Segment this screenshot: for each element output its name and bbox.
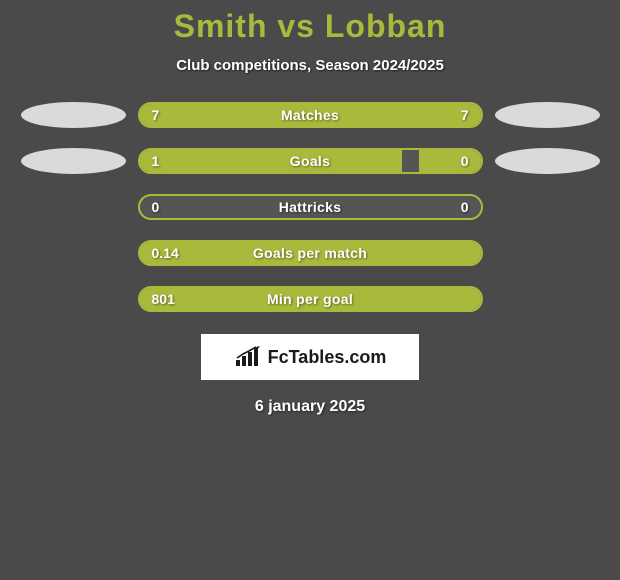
stat-bar: 77Matches: [138, 102, 483, 128]
stat-row: 10Goals: [0, 148, 620, 174]
chart-icon: [234, 346, 262, 368]
subtitle: Club competitions, Season 2024/2025: [0, 57, 620, 74]
right-ellipse: [495, 148, 600, 174]
right-ellipse: [495, 102, 600, 128]
stat-bar: 10Goals: [138, 148, 483, 174]
left-ellipse: [21, 148, 126, 174]
fctables-logo: FcTables.com: [234, 346, 387, 368]
stat-row: 00Hattricks: [0, 194, 620, 220]
stat-label: Goals per match: [140, 242, 481, 264]
page-title: Smith vs Lobban: [0, 8, 620, 45]
logo-box[interactable]: FcTables.com: [201, 334, 419, 380]
left-ellipse: [21, 102, 126, 128]
stat-bar: 00Hattricks: [138, 194, 483, 220]
stat-rows: 77Matches 10Goals 00Hattricks 0.14Goals per…: [0, 102, 620, 312]
comparison-card: Smith vs Lobban Club competitions, Seaso…: [0, 0, 620, 416]
stat-label: Matches: [140, 104, 481, 126]
stat-row: 77Matches: [0, 102, 620, 128]
stat-label: Min per goal: [140, 288, 481, 310]
logo-text: FcTables.com: [268, 347, 387, 368]
date-text: 6 january 2025: [0, 398, 620, 416]
stat-label: Goals: [140, 150, 481, 172]
stat-row: 801Min per goal: [0, 286, 620, 312]
stat-bar: 0.14Goals per match: [138, 240, 483, 266]
stat-label: Hattricks: [140, 196, 481, 218]
stat-bar: 801Min per goal: [138, 286, 483, 312]
stat-row: 0.14Goals per match: [0, 240, 620, 266]
